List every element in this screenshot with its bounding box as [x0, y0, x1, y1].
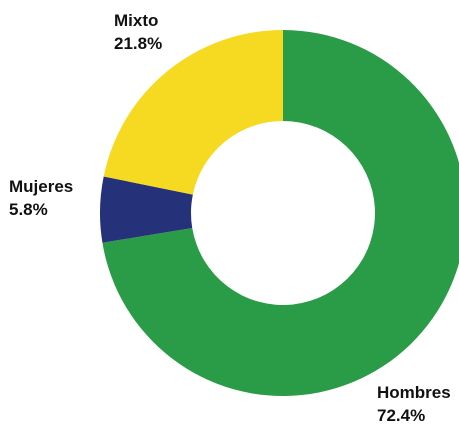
slice-value-mixto: 21.8%	[114, 34, 162, 53]
slice-label-hombres: Hombres	[377, 383, 451, 402]
slice-mujeres	[99, 176, 193, 243]
slice-value-mujeres: 5.8%	[9, 200, 48, 219]
slice-hombres	[102, 30, 459, 396]
slice-label-mixto: Mixto	[114, 11, 158, 30]
slice-mixto	[103, 30, 283, 195]
chart-slices	[99, 30, 459, 396]
slice-value-hombres: 72.4%	[377, 406, 425, 425]
slice-label-mujeres: Mujeres	[9, 177, 73, 196]
